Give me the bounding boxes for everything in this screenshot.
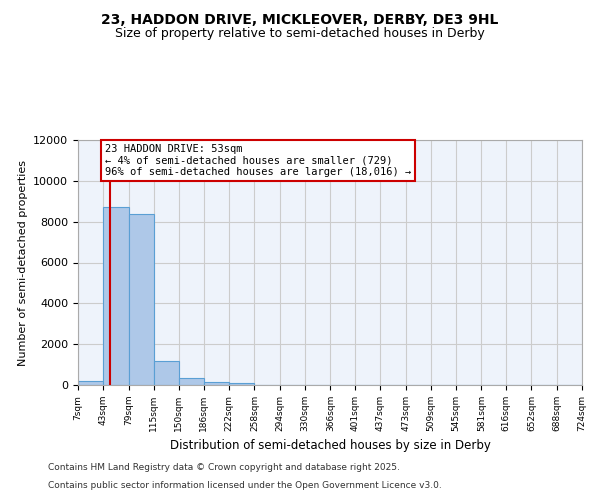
X-axis label: Distribution of semi-detached houses by size in Derby: Distribution of semi-detached houses by … [170,440,490,452]
Text: 23, HADDON DRIVE, MICKLEOVER, DERBY, DE3 9HL: 23, HADDON DRIVE, MICKLEOVER, DERBY, DE3… [101,12,499,26]
Bar [154,360,179,385]
Y-axis label: Number of semi-detached properties: Number of semi-detached properties [17,160,28,366]
Bar [179,378,204,385]
Bar [204,382,229,385]
Bar [128,214,154,385]
Text: 23 HADDON DRIVE: 53sqm
← 4% of semi-detached houses are smaller (729)
96% of sem: 23 HADDON DRIVE: 53sqm ← 4% of semi-deta… [105,144,411,178]
Bar [103,208,128,385]
Bar [78,381,103,385]
Text: Contains HM Land Registry data © Crown copyright and database right 2025.: Contains HM Land Registry data © Crown c… [48,464,400,472]
Text: Size of property relative to semi-detached houses in Derby: Size of property relative to semi-detach… [115,28,485,40]
Bar [229,384,254,385]
Text: Contains public sector information licensed under the Open Government Licence v3: Contains public sector information licen… [48,481,442,490]
